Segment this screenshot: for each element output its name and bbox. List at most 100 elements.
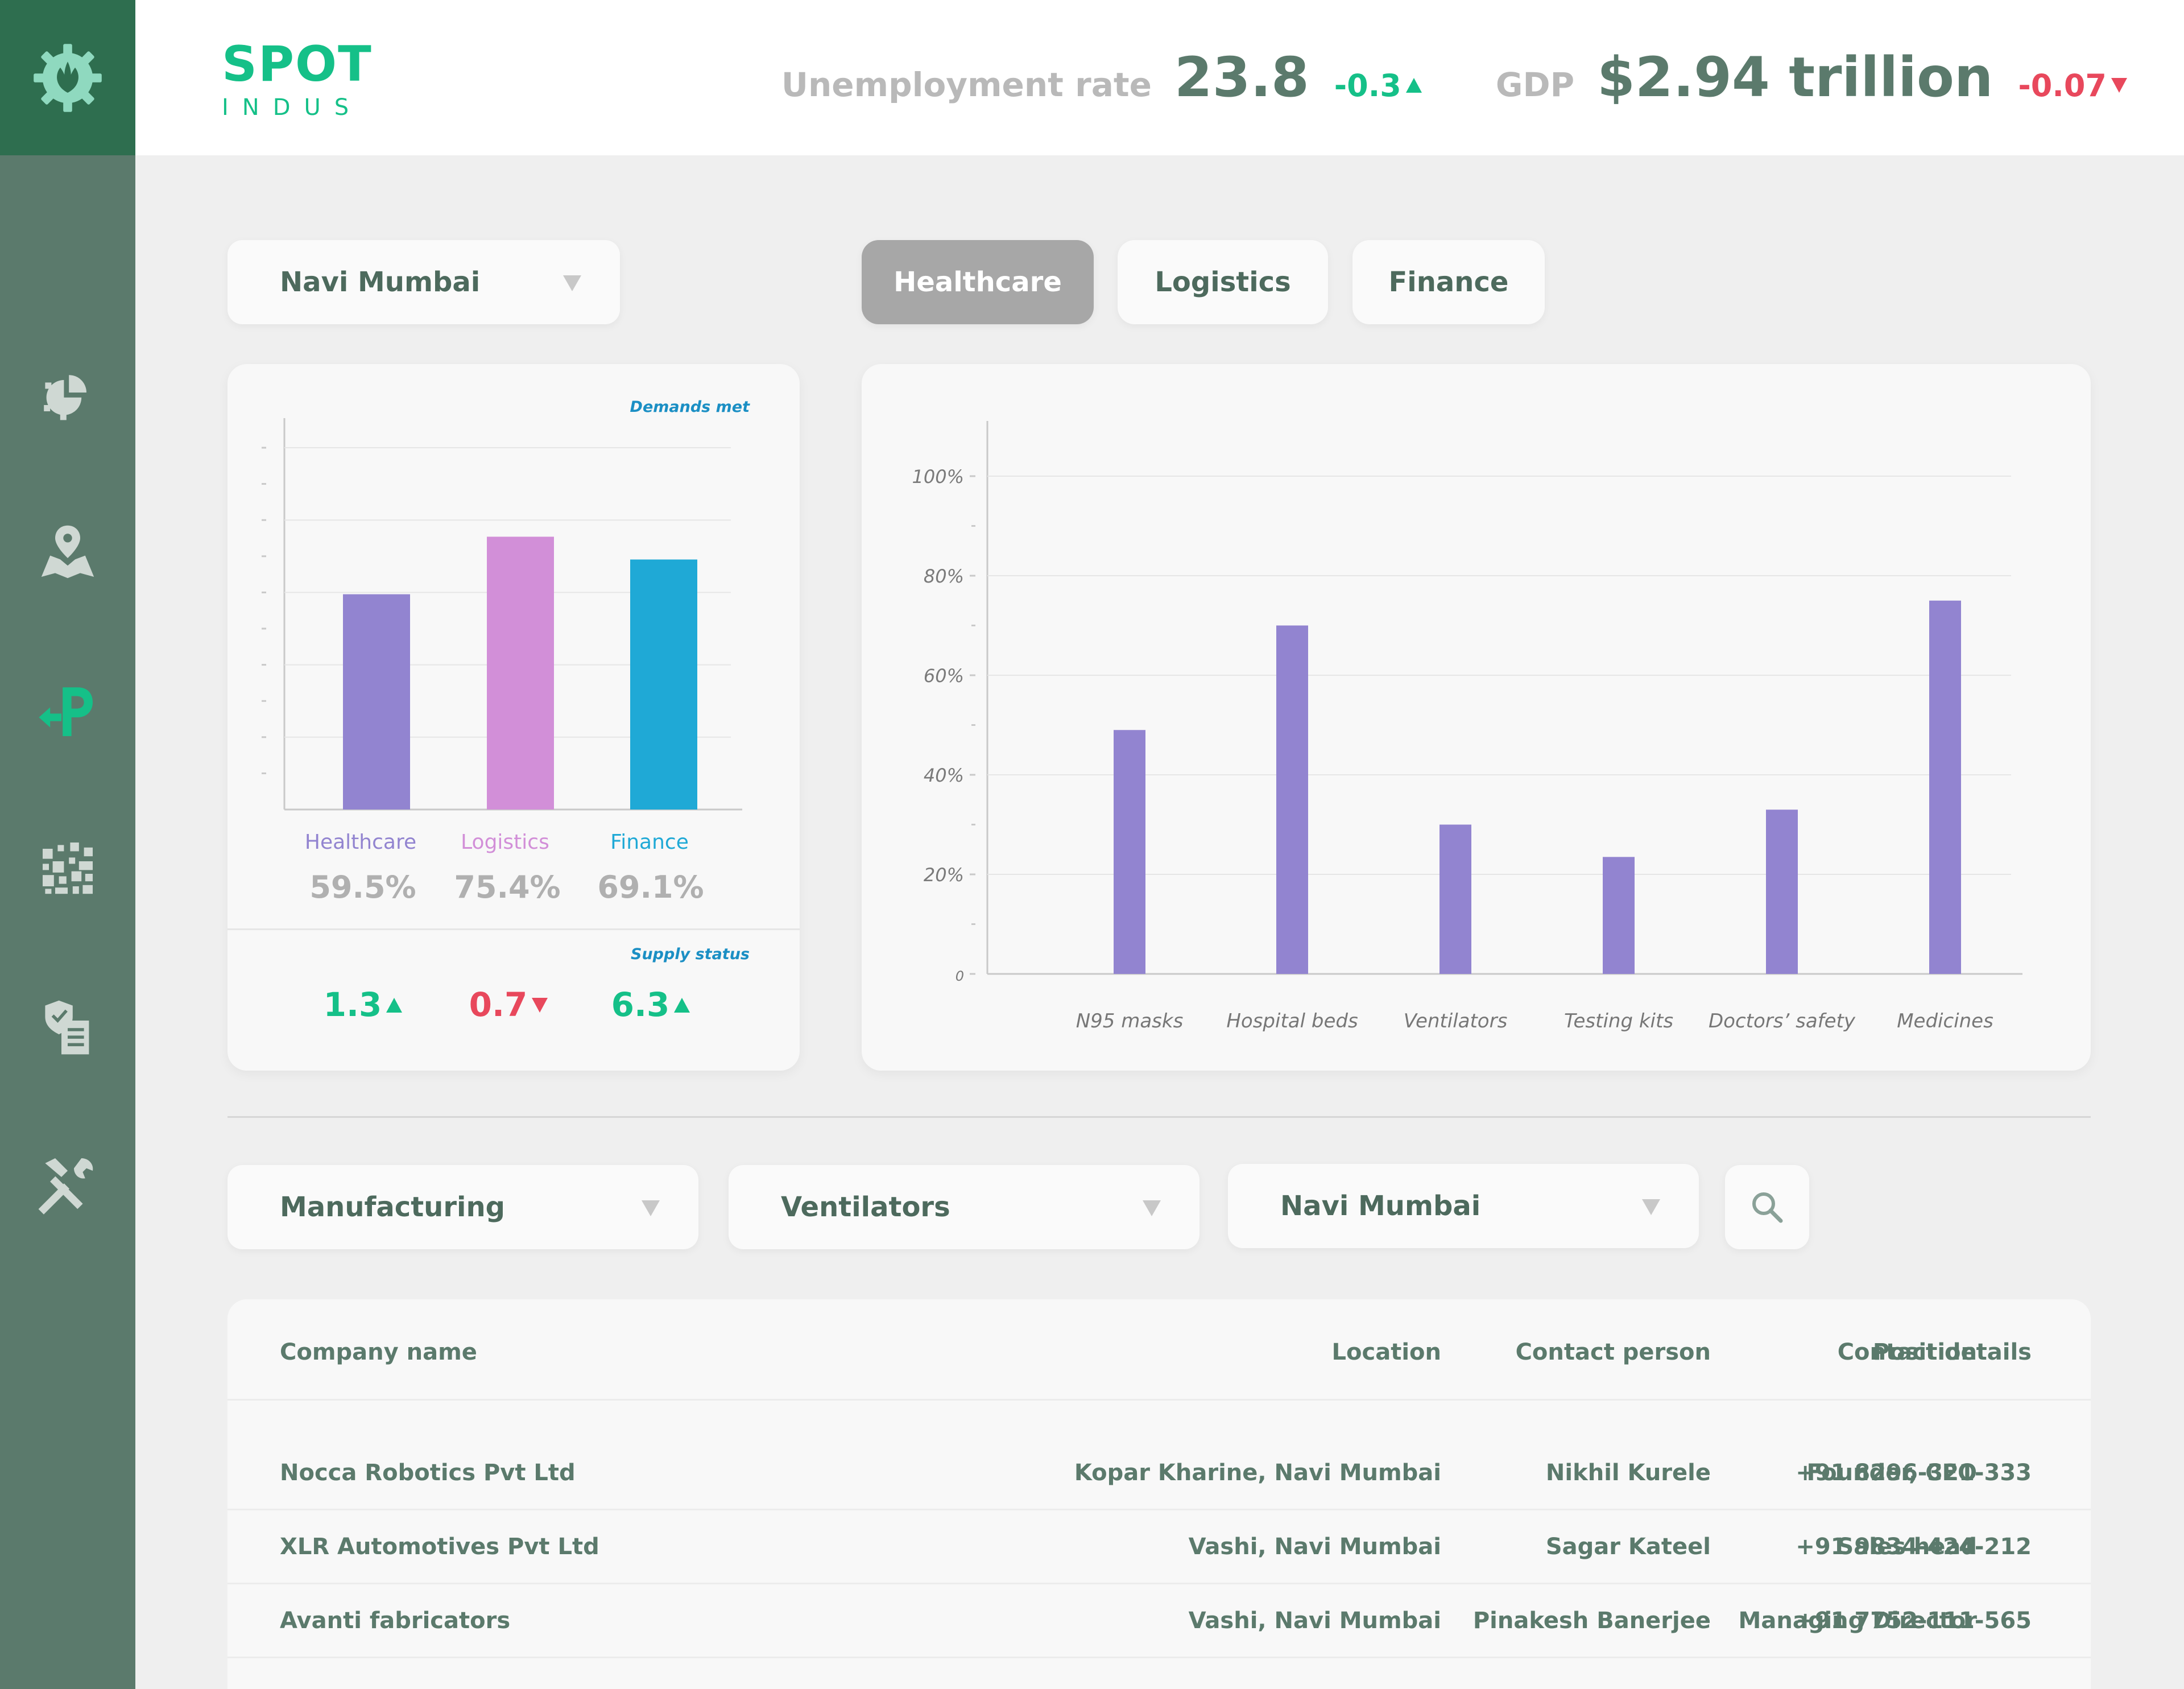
x-tick-label: Hospital beds bbox=[1226, 1010, 1358, 1033]
brand-subtitle: INDUS bbox=[222, 94, 363, 121]
cell-company: XLR Automotives Pvt Ltd bbox=[280, 1534, 599, 1560]
cell-location: Vashi, Navi Mumbai bbox=[1188, 1534, 1441, 1560]
search-icon bbox=[1752, 1192, 1783, 1223]
row-divider bbox=[228, 1509, 2091, 1510]
location-dropdown-value: Navi Mumbai bbox=[280, 266, 481, 298]
row-divider bbox=[228, 1583, 2091, 1584]
brand-title: SPOT bbox=[222, 36, 373, 93]
chevron-down-icon bbox=[642, 1200, 660, 1216]
unemployment-delta: -0.3 bbox=[1334, 68, 1422, 104]
y-tick-label: 100% bbox=[912, 466, 964, 488]
economy-stats: Unemployment rate 23.8 -0.3 GDP $2.94 tr… bbox=[781, 46, 2127, 109]
brand: SPOT INDUS bbox=[222, 40, 373, 121]
percent-logistics: 75.4% bbox=[454, 869, 561, 905]
trend-up-icon bbox=[386, 998, 403, 1013]
header-divider bbox=[228, 1399, 2091, 1401]
demands-summary-card: Demands met Healthcare Logistics Finance… bbox=[228, 364, 800, 1071]
y-tick-label: 80% bbox=[924, 565, 964, 587]
cell-location: Kopar Kharine, Navi Mumbai bbox=[1074, 1460, 1441, 1486]
bar-logistics bbox=[487, 536, 554, 810]
company-location-dropdown[interactable]: Navi Mumbai bbox=[1228, 1164, 1699, 1248]
bar-item bbox=[1276, 625, 1308, 974]
sidebar-item-tools[interactable] bbox=[0, 1135, 135, 1232]
qr-grid-icon bbox=[43, 843, 93, 894]
tab-finance[interactable]: Finance bbox=[1352, 240, 1545, 324]
sidebar-item-logistics[interactable] bbox=[0, 663, 135, 759]
map-pin-icon bbox=[41, 525, 94, 579]
cell-position: Founder, CEO bbox=[1806, 1460, 1977, 1486]
company-location-dropdown-value: Navi Mumbai bbox=[1280, 1190, 1481, 1222]
search-button[interactable] bbox=[1725, 1165, 1809, 1249]
sidebar bbox=[0, 0, 135, 1689]
trend-up-icon bbox=[674, 998, 690, 1013]
category-label-finance: Finance bbox=[610, 831, 689, 854]
cell-company: Nocca Robotics Pvt Ltd bbox=[280, 1460, 576, 1486]
top-header: SPOT INDUS Unemployment rate 23.8 -0.3 G… bbox=[135, 0, 2184, 155]
tab-healthcare[interactable]: Healthcare bbox=[862, 240, 1094, 324]
cell-contact-details[interactable]: +91 8296-321-333 bbox=[1796, 1460, 2032, 1486]
bar-item bbox=[1603, 857, 1635, 974]
cell-contact-person: Pinakesh Banerjee bbox=[1472, 1608, 1711, 1634]
demands-bar-chart bbox=[262, 418, 742, 811]
chevron-down-icon bbox=[1642, 1199, 1660, 1215]
x-tick-label: N95 masks bbox=[1076, 1010, 1184, 1033]
pie-gear-icon bbox=[44, 375, 86, 420]
cell-contact-details[interactable]: +91 9834-424-212 bbox=[1796, 1534, 2032, 1560]
cell-company: Avanti fabricators bbox=[280, 1608, 511, 1634]
trend-up-icon bbox=[1405, 78, 1422, 93]
bar-item bbox=[1114, 730, 1145, 974]
chevron-down-icon bbox=[1143, 1200, 1161, 1216]
column-header-contact-person: Contact person bbox=[1515, 1339, 1711, 1365]
tools-icon bbox=[38, 1158, 93, 1215]
product-dropdown-value: Ventilators bbox=[781, 1191, 950, 1223]
cell-contact-details[interactable]: +91 7752-111-565 bbox=[1796, 1608, 2032, 1634]
percent-healthcare: 59.5% bbox=[309, 869, 416, 905]
x-tick-label: Testing kits bbox=[1564, 1010, 1673, 1033]
bar-item bbox=[1440, 824, 1471, 974]
trend-down-icon bbox=[2111, 78, 2127, 93]
trend-down-icon bbox=[532, 998, 548, 1013]
sidebar-item-scan[interactable] bbox=[0, 819, 135, 916]
cell-position: Sales head bbox=[1837, 1534, 1977, 1560]
gdp-delta: -0.07 bbox=[2018, 68, 2127, 104]
sector-dropdown-value: Manufacturing bbox=[280, 1191, 505, 1223]
supply-finance: 6.3 bbox=[588, 985, 713, 1024]
product-dropdown[interactable]: Ventilators bbox=[729, 1165, 1199, 1249]
gdp-label: GDP bbox=[1495, 65, 1575, 104]
y-tick-label: 40% bbox=[924, 765, 964, 786]
gdp-value: $2.94 trillion bbox=[1597, 46, 1993, 109]
unemployment-label: Unemployment rate bbox=[781, 65, 1152, 104]
sidebar-item-documents[interactable] bbox=[0, 978, 135, 1075]
app-logo[interactable] bbox=[0, 0, 135, 155]
leaf-gear-icon bbox=[34, 43, 102, 112]
bar-item bbox=[1766, 810, 1798, 974]
sidebar-item-analytics[interactable] bbox=[0, 344, 135, 441]
location-dropdown[interactable]: Navi Mumbai bbox=[228, 240, 620, 324]
sector-dropdown[interactable]: Manufacturing bbox=[228, 1165, 698, 1249]
bar-finance bbox=[630, 559, 697, 810]
sidebar-item-map[interactable] bbox=[0, 503, 135, 600]
supply-status-label: Supply status bbox=[631, 945, 750, 963]
cell-contact-person: Nikhil Kurele bbox=[1545, 1460, 1711, 1486]
card-divider bbox=[228, 928, 800, 930]
tab-logistics[interactable]: Logistics bbox=[1118, 240, 1328, 324]
y-tick-label: 60% bbox=[924, 665, 964, 687]
healthcare-items-bar-chart: 0 20% 40% 60% 80% 100% N95 masks Hospital beds V… bbox=[912, 421, 2022, 1033]
chevron-down-icon bbox=[563, 275, 581, 291]
cell-position: Managing Director bbox=[1738, 1608, 1977, 1634]
y-tick-label: 20% bbox=[924, 864, 964, 886]
column-header-position: Position bbox=[1872, 1339, 1977, 1365]
parking-arrow-icon bbox=[39, 687, 93, 736]
supply-logistics: 0.7 bbox=[446, 985, 571, 1024]
category-label-healthcare: Healthcare bbox=[304, 831, 417, 854]
column-header-location: Location bbox=[1331, 1339, 1441, 1365]
row-divider bbox=[228, 1657, 2091, 1658]
y-tick-label: 0 bbox=[956, 968, 964, 984]
companies-table: Company name Location Contact person Pos… bbox=[228, 1299, 2091, 1689]
cell-location: Vashi, Navi Mumbai bbox=[1188, 1608, 1441, 1634]
x-tick-label: Ventilators bbox=[1404, 1010, 1508, 1033]
cell-contact-person: Sagar Kateel bbox=[1545, 1534, 1711, 1560]
bar-item bbox=[1929, 600, 1961, 974]
shield-document-icon bbox=[45, 1000, 89, 1055]
column-header-company: Company name bbox=[280, 1339, 477, 1365]
